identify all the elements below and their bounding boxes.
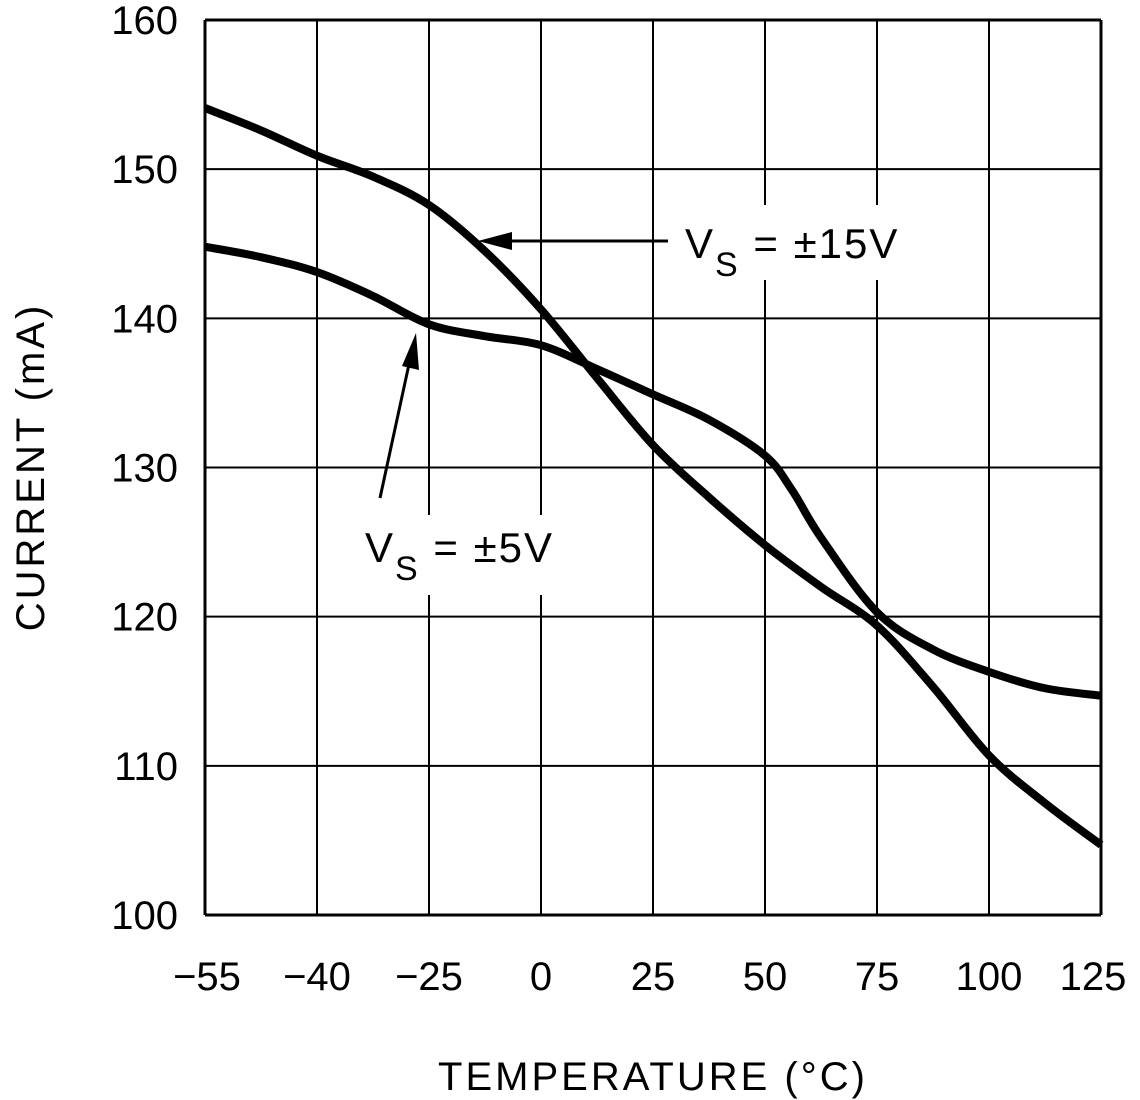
y-tick-label: 100: [111, 894, 178, 938]
grid: [203, 18, 1103, 917]
svg-text:VS = ±5V: VS = ±5V: [365, 524, 554, 588]
annotation-15v-prefix: V: [685, 220, 715, 267]
x-tick-label: −25: [395, 955, 463, 999]
annotation-15v-suffix: = ±15V: [740, 220, 900, 267]
y-tick-label: 140: [111, 297, 178, 341]
x-axis-label: TEMPERATURE (°C): [438, 1055, 868, 1099]
y-tick-label: 120: [111, 596, 178, 640]
x-tick-labels: −55 −40 −25 0 25 50 75 100 125: [173, 955, 1126, 999]
x-tick-label: 100: [956, 955, 1023, 999]
x-tick-label: 50: [743, 955, 788, 999]
series-line-5v: [204, 242, 1102, 700]
svg-text:VS = ±15V: VS = ±15V: [685, 220, 899, 284]
annotation-15v-sub: S: [715, 246, 740, 284]
x-tick-label: −55: [173, 955, 241, 999]
x-tick-label: 125: [1060, 955, 1127, 999]
series-line-15v: [203, 104, 1104, 849]
series-lines: [203, 104, 1104, 849]
x-tick-label: −40: [283, 955, 351, 999]
annotation-5v-suffix: = ±5V: [420, 524, 554, 571]
y-tick-labels: 100 110 120 130 140 150 160: [111, 0, 178, 938]
annotation-5v-sub: S: [395, 550, 420, 588]
y-tick-label: 130: [111, 447, 178, 491]
y-tick-label: 110: [114, 745, 178, 789]
annotation-5v-prefix: V: [365, 524, 395, 571]
x-tick-label: 25: [631, 955, 676, 999]
x-tick-label: 75: [855, 955, 900, 999]
y-tick-label: 150: [111, 148, 178, 192]
y-axis-label: CURRENT (mA): [9, 303, 53, 632]
annotation-15v: VS = ±15V: [478, 205, 965, 284]
y-tick-label: 160: [111, 0, 178, 43]
x-tick-label: 0: [530, 955, 552, 999]
annotation-5v: VS = ±5V: [352, 333, 614, 595]
